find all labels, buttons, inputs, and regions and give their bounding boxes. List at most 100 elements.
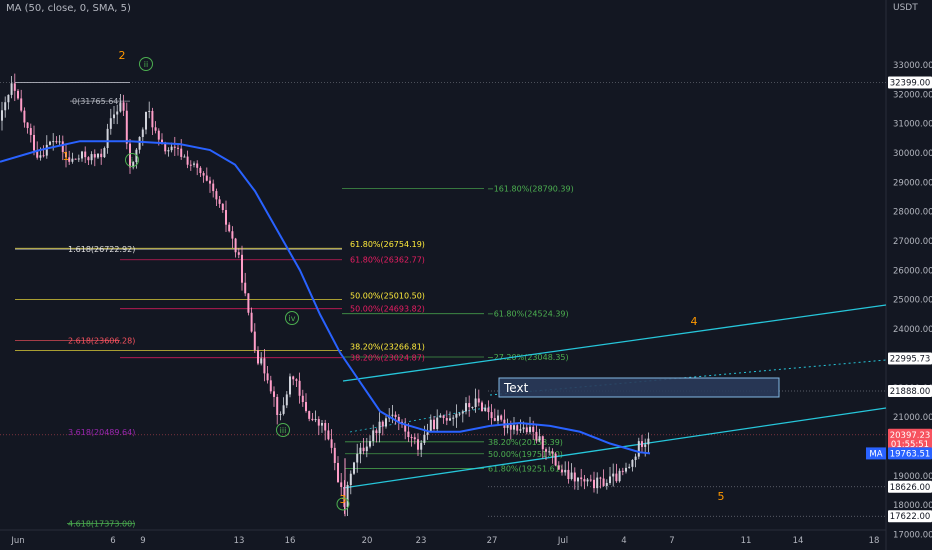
y-tick-label: 30000.00 (893, 149, 932, 159)
y-tick-label: 33000.00 (893, 61, 932, 71)
y-tick-label: 17000.00 (893, 531, 932, 541)
candle-body (247, 293, 250, 313)
candle-body (305, 402, 307, 412)
candle-body (394, 414, 397, 417)
candle-body (529, 426, 531, 433)
wave-label: 5 (718, 490, 725, 503)
candle-body (145, 111, 147, 130)
candle-body (343, 487, 346, 507)
candle-body (132, 162, 135, 168)
candle-body (433, 419, 435, 430)
candle-body (522, 427, 525, 430)
sub-wave-label: iv (289, 314, 296, 323)
x-tick-label: 14 (793, 536, 804, 546)
annotation-text: Text (503, 381, 529, 395)
fib-label: 3.618(20489.64) (68, 428, 135, 437)
sub-wave-label: i (131, 156, 133, 165)
candle-body (625, 467, 627, 472)
candle-body (580, 477, 583, 480)
candle-body (263, 358, 266, 374)
candle-body (301, 395, 304, 403)
candle-body (471, 407, 474, 409)
candle-body (532, 426, 535, 432)
candle-body (55, 141, 58, 143)
candle-body (417, 439, 419, 450)
candle-body (148, 110, 151, 112)
candle-body (381, 421, 384, 427)
candle-body (484, 407, 487, 412)
candle-body (538, 436, 541, 441)
candle-body (554, 453, 557, 466)
candle-body (551, 451, 554, 454)
candle-body (487, 407, 490, 413)
candle-body (1, 110, 3, 121)
candle-body (452, 417, 455, 419)
candle-body (151, 110, 154, 128)
wave-label: 1 (63, 150, 70, 163)
candle-body (573, 472, 576, 482)
candle-body (445, 418, 448, 421)
price-tag (888, 352, 932, 365)
candle-body (81, 151, 83, 159)
candle-body (548, 451, 551, 453)
moving-average-line (0, 140, 651, 455)
candle-body (570, 472, 573, 480)
candle-body (193, 163, 195, 165)
candle-body (413, 437, 416, 440)
candle-body (52, 141, 55, 143)
x-tick-label: Jun (10, 536, 24, 546)
candle-body (490, 412, 493, 419)
candle-body (23, 110, 26, 123)
fib-label: 61.80%(26362.77) (350, 256, 425, 265)
candle-body (93, 154, 96, 158)
candle-body (461, 411, 464, 414)
sub-wave-circle (285, 311, 299, 325)
candle-body (429, 419, 432, 433)
candle-body (407, 431, 410, 438)
candle-body (474, 398, 477, 408)
candle-body (644, 444, 647, 447)
candle-body (327, 430, 330, 440)
candle-body (285, 394, 288, 406)
candle-body (423, 434, 426, 443)
candle-body (557, 465, 560, 470)
candle-body (29, 128, 32, 135)
price-tag-label: 18626.00 (890, 483, 931, 493)
price-tag-label: 20397.23 (890, 431, 931, 441)
price-tag (888, 447, 932, 460)
candle-body (618, 470, 621, 482)
candle-body (234, 238, 237, 253)
candle-body (42, 155, 45, 157)
candle-body (33, 134, 35, 151)
candle-body (84, 151, 87, 158)
candle-body (337, 462, 339, 483)
candle-body (218, 199, 221, 204)
candle-body (426, 432, 429, 435)
x-tick-label: 7 (669, 536, 674, 546)
x-tick-label: 13 (234, 536, 245, 546)
candle-body (100, 153, 103, 158)
candle-body (189, 164, 192, 166)
price-tag (888, 437, 932, 450)
candle-body (276, 396, 279, 415)
candle-body (477, 398, 480, 403)
candle-body (564, 469, 567, 473)
candle-body (602, 478, 605, 486)
candle-body (253, 331, 256, 351)
candle-body (289, 376, 291, 395)
ma-tag-label: MA (869, 449, 882, 459)
channel-dashed-line-2 (349, 406, 491, 433)
candle-body (410, 437, 413, 439)
y-tick-label: 27000.00 (893, 237, 932, 247)
candle-body (449, 418, 451, 421)
candle-body (186, 156, 189, 165)
indicator-label[interactable]: MA (50, close, 0, SMA, 5) (6, 3, 131, 14)
price-tag-label: 22995.73 (890, 355, 931, 365)
candle-body (250, 312, 253, 332)
sub-wave-label: iii (280, 426, 287, 435)
candle-body (237, 252, 240, 255)
x-tick-label: Jul (557, 536, 568, 546)
candle-body (500, 415, 503, 420)
candle-body (106, 128, 109, 149)
